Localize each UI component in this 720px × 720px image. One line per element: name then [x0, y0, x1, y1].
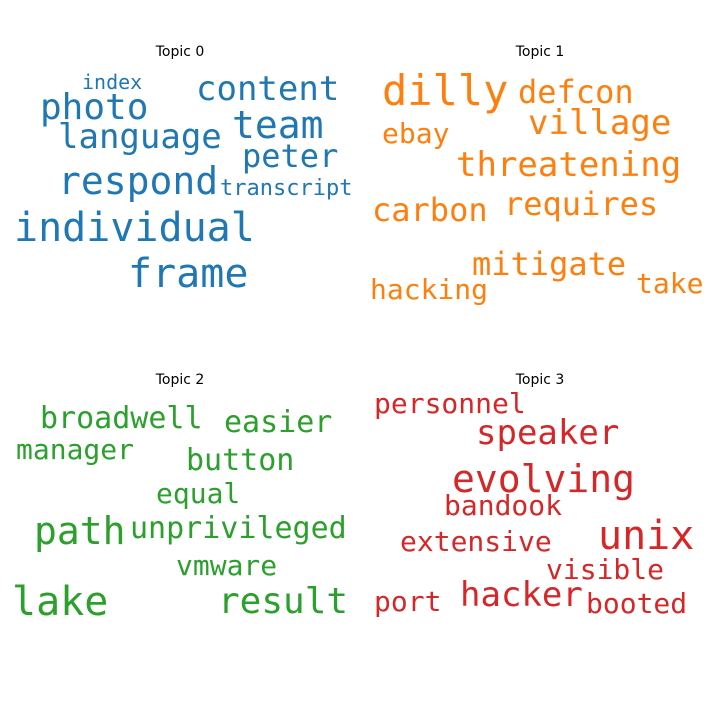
topic-1-word-hacking: hacking: [370, 273, 489, 306]
topic-3-word-port: port: [374, 585, 442, 618]
topic-2-word-lake: lake: [12, 579, 109, 625]
topic-3-title: Topic 3: [515, 372, 565, 388]
topic-0-title: Topic 0: [155, 44, 205, 60]
topic-0-word-transcript: transcript: [220, 176, 353, 201]
topic-3-word-extensive: extensive: [400, 525, 552, 558]
topic-3-word-evolving: evolving: [452, 457, 636, 501]
topic-2-word-vmware: vmware: [176, 549, 278, 582]
topic-0-word-peter: peter: [242, 137, 339, 175]
topic-2-word-path: path: [34, 509, 126, 553]
topic-3-word-personnel: personnel: [374, 387, 526, 420]
topic-1-word-threatening: threatening: [456, 145, 682, 185]
topic-3-word-booted: booted: [586, 587, 688, 620]
topic-3-panel: Topic 3 personnel speaker evolving bandook u…: [360, 372, 720, 702]
topic-1-title: Topic 1: [515, 44, 565, 60]
topic-1-word-village: village: [528, 103, 672, 143]
topic-0-word-respond: respond: [58, 159, 219, 203]
topic-3-word-visible: visible: [546, 553, 665, 586]
topic-3-word-speaker: speaker: [476, 413, 620, 453]
topic-2-title: Topic 2: [155, 372, 205, 388]
topic-0-word-language: language: [58, 117, 222, 157]
topic-0-word-photo: photo: [40, 87, 149, 128]
topic-3-word-hacker: hacker: [460, 575, 583, 615]
topic-2-word-equal: equal: [156, 477, 241, 510]
topic-1-word-carbon: carbon: [372, 191, 488, 229]
topic-0-word-frame: frame: [128, 251, 249, 297]
topic-2-word-unprivileged: unprivileged: [130, 511, 347, 546]
topic-1-word-take: take: [636, 267, 704, 300]
topic-0-word-index: index: [82, 70, 143, 94]
topic-2-word-broadwell: broadwell: [40, 401, 203, 436]
topic-2-panel: Topic 2 broadwell easier manager button equa…: [0, 372, 360, 702]
topic-0-word-content: content: [196, 69, 340, 109]
topic-3-word-bandook: bandook: [444, 489, 563, 522]
topic-3-word-unix: unix: [598, 513, 695, 559]
topic-0-word-individual: individual: [14, 205, 255, 251]
topic-1-word-dilly: dilly: [382, 66, 509, 115]
topic-1-word-ebay: ebay: [382, 117, 450, 150]
topic-1-word-mitigate: mitigate: [472, 245, 627, 283]
topic-1-panel: Topic 1 dilly defcon village ebay threatenin…: [360, 44, 720, 374]
topic-1-word-defcon: defcon: [518, 73, 634, 111]
topic-0-panel: Topic 0 index content photo language team pet…: [0, 44, 360, 374]
topic-2-word-result: result: [218, 581, 349, 622]
topic-2-word-easier: easier: [224, 405, 333, 440]
topic-0-word-team: team: [232, 103, 324, 147]
topic-2-word-manager: manager: [16, 433, 135, 466]
topic-1-word-requires: requires: [504, 185, 659, 223]
topic-2-word-button: button: [186, 443, 295, 478]
